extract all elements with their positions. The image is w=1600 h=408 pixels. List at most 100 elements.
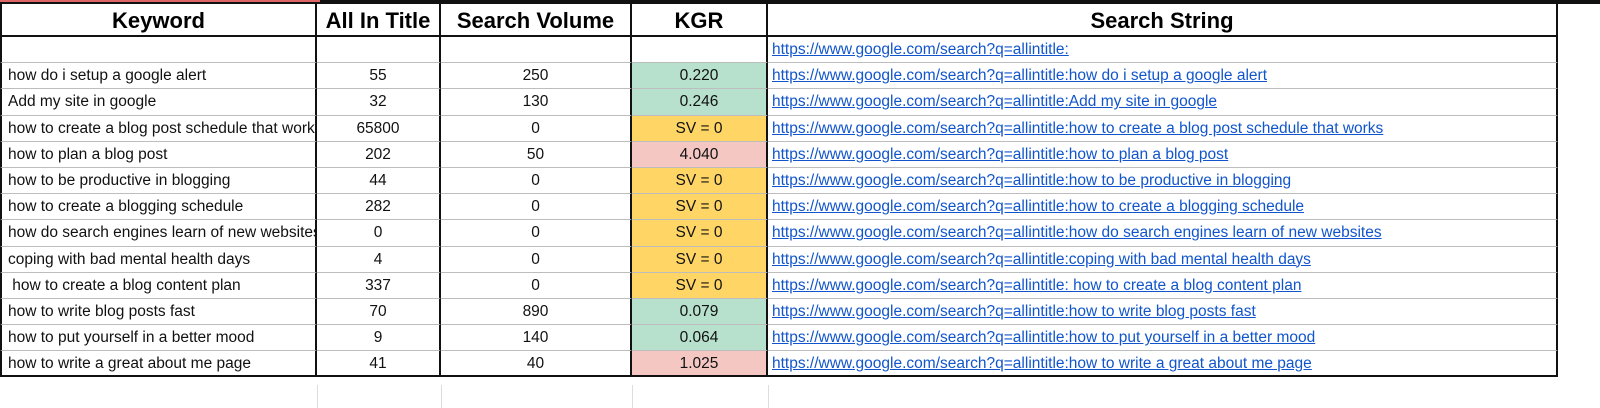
search-link[interactable]: https://www.google.com/search?q=allintit… bbox=[772, 171, 1292, 189]
kgr-cell[interactable]: SV = 0 bbox=[632, 220, 768, 247]
kgr-cell[interactable]: 1.025 bbox=[632, 351, 768, 378]
kgr-cell[interactable]: SV = 0 bbox=[632, 194, 768, 221]
table-row: how do search engines learn of new websi… bbox=[0, 220, 1558, 247]
search-link[interactable]: https://www.google.com/search?q=allintit… bbox=[772, 302, 1256, 320]
search-volume-cell[interactable]: 0 bbox=[441, 167, 632, 195]
search-volume-cell[interactable]: 130 bbox=[441, 89, 632, 116]
all-in-title-cell[interactable]: 282 bbox=[317, 194, 441, 221]
all-in-title-cell[interactable] bbox=[317, 37, 441, 64]
search-string-cell[interactable]: https://www.google.com/search?q=allintit… bbox=[768, 167, 1558, 195]
search-string-cell[interactable]: https://www.google.com/search?q=allintit… bbox=[768, 141, 1558, 168]
keyword-cell[interactable]: how to write blog posts fast bbox=[0, 298, 317, 326]
search-link[interactable]: https://www.google.com/search?q=allintit… bbox=[772, 198, 1305, 216]
search-volume-cell[interactable]: 40 bbox=[441, 351, 632, 378]
search-string-cell[interactable]: https://www.google.com/search?q=allintit… bbox=[768, 115, 1558, 142]
all-in-title-cell[interactable]: 44 bbox=[317, 167, 441, 195]
search-volume-cell[interactable]: 0 bbox=[441, 220, 632, 247]
search-string-cell[interactable]: https://www.google.com/search?q=allintit… bbox=[768, 325, 1558, 352]
kgr-cell[interactable]: 0.246 bbox=[632, 89, 768, 116]
keyword-cell[interactable] bbox=[0, 37, 317, 64]
search-string-cell[interactable]: https://www.google.com/search?q=allintit… bbox=[768, 246, 1558, 273]
gridline bbox=[768, 385, 769, 408]
search-volume-cell[interactable]: 890 bbox=[441, 298, 632, 326]
search-volume-cell[interactable]: 50 bbox=[441, 141, 632, 168]
table-row: coping with bad mental health days 4 0 SV =… bbox=[0, 246, 1558, 273]
search-link[interactable]: https://www.google.com/search?q=allintit… bbox=[772, 224, 1382, 242]
keyword-cell[interactable]: how do i setup a google alert bbox=[0, 63, 317, 90]
keyword-cell[interactable]: how to create a blog content plan bbox=[0, 272, 317, 299]
keyword-cell[interactable]: how to create a blog post schedule that … bbox=[0, 115, 317, 142]
kgr-cell[interactable]: 4.040 bbox=[632, 141, 768, 168]
search-link[interactable]: https://www.google.com/search?q=allintit… bbox=[772, 119, 1384, 137]
all-in-title-cell[interactable]: 41 bbox=[317, 351, 441, 378]
keyword-cell[interactable]: how to write a great about me page bbox=[0, 351, 317, 378]
search-link[interactable]: https://www.google.com/search?q=allintit… bbox=[772, 250, 1311, 268]
keyword-table: Keyword All In Title Search Volume KGR S… bbox=[0, 4, 1558, 378]
gridline bbox=[632, 385, 633, 408]
search-string-cell[interactable]: https://www.google.com/search?q=allintit… bbox=[768, 194, 1558, 221]
all-in-title-cell[interactable]: 337 bbox=[317, 272, 441, 299]
search-volume-cell[interactable]: 0 bbox=[441, 272, 632, 299]
search-string-cell[interactable]: https://www.google.com/search?q=allintit… bbox=[768, 220, 1558, 247]
header-row: Keyword All In Title Search Volume KGR S… bbox=[0, 4, 1558, 37]
search-volume-cell[interactable]: 140 bbox=[441, 325, 632, 352]
header-kgr[interactable]: KGR bbox=[632, 4, 768, 37]
kgr-cell[interactable]: 0.079 bbox=[632, 298, 768, 326]
search-link[interactable]: https://www.google.com/search?q=allintit… bbox=[772, 93, 1218, 111]
search-volume-cell[interactable]: 0 bbox=[441, 194, 632, 221]
header-search-string[interactable]: Search String bbox=[768, 4, 1558, 37]
keyword-cell[interactable]: coping with bad mental health days bbox=[0, 246, 317, 273]
table-row: how to put yourself in a better mood 9 140… bbox=[0, 325, 1558, 352]
kgr-cell[interactable]: SV = 0 bbox=[632, 246, 768, 273]
table-row: how do i setup a google alert 55 250 0.220 h… bbox=[0, 63, 1558, 90]
all-in-title-cell[interactable]: 65800 bbox=[317, 115, 441, 142]
all-in-title-cell[interactable]: 4 bbox=[317, 246, 441, 273]
search-string-cell[interactable]: https://www.google.com/search?q=allintit… bbox=[768, 298, 1558, 326]
all-in-title-cell[interactable]: 70 bbox=[317, 298, 441, 326]
gridline bbox=[441, 385, 442, 408]
search-link[interactable]: https://www.google.com/search?q=allintit… bbox=[772, 41, 1069, 58]
kgr-cell[interactable] bbox=[632, 37, 768, 64]
search-string-cell[interactable]: https://www.google.com/search?q=allintit… bbox=[768, 89, 1558, 116]
search-volume-cell[interactable]: 0 bbox=[441, 246, 632, 273]
search-link[interactable]: https://www.google.com/search?q=allintit… bbox=[772, 145, 1229, 163]
search-volume-cell[interactable] bbox=[441, 37, 632, 64]
table-row: how to create a blogging schedule 282 0 SV … bbox=[0, 194, 1558, 221]
search-link[interactable]: https://www.google.com/search?q=allintit… bbox=[772, 276, 1302, 294]
kgr-cell[interactable]: 0.064 bbox=[632, 325, 768, 352]
table-row: how to be productive in blogging 44 0 SV = … bbox=[0, 167, 1558, 195]
top-border bbox=[0, 0, 1600, 4]
empty-row bbox=[0, 385, 1600, 408]
keyword-cell[interactable]: how to be productive in blogging bbox=[0, 167, 317, 195]
kgr-cell[interactable]: SV = 0 bbox=[632, 167, 768, 195]
table-row: https://www.google.com/search?q=allintit… bbox=[0, 37, 1558, 64]
search-string-cell[interactable]: https://www.google.com/search?q=allintit… bbox=[768, 351, 1558, 378]
search-string-cell[interactable]: https://www.google.com/search?q=allintit… bbox=[768, 37, 1558, 64]
all-in-title-cell[interactable]: 0 bbox=[317, 220, 441, 247]
header-search-volume[interactable]: Search Volume bbox=[441, 4, 632, 37]
keyword-cell[interactable]: Add my site in google bbox=[0, 89, 317, 116]
search-link[interactable]: https://www.google.com/search?q=allintit… bbox=[772, 329, 1316, 347]
kgr-cell[interactable]: 0.220 bbox=[632, 63, 768, 90]
header-keyword[interactable]: Keyword bbox=[0, 4, 317, 37]
kgr-cell[interactable]: SV = 0 bbox=[632, 115, 768, 142]
all-in-title-cell[interactable]: 55 bbox=[317, 63, 441, 90]
all-in-title-cell[interactable]: 32 bbox=[317, 89, 441, 116]
search-volume-cell[interactable]: 250 bbox=[441, 63, 632, 90]
search-link[interactable]: https://www.google.com/search?q=allintit… bbox=[772, 67, 1268, 85]
search-string-cell[interactable]: https://www.google.com/search?q=allintit… bbox=[768, 272, 1558, 299]
table-row: how to write blog posts fast 70 890 0.079 ht… bbox=[0, 298, 1558, 326]
all-in-title-cell[interactable]: 9 bbox=[317, 325, 441, 352]
header-all-in-title[interactable]: All In Title bbox=[317, 4, 441, 37]
search-volume-cell[interactable]: 0 bbox=[441, 115, 632, 142]
table-row: how to plan a blog post 202 50 4.040 https:/… bbox=[0, 141, 1558, 168]
keyword-cell[interactable]: how do search engines learn of new websi… bbox=[0, 220, 317, 247]
search-string-cell[interactable]: https://www.google.com/search?q=allintit… bbox=[768, 63, 1558, 90]
search-link[interactable]: https://www.google.com/search?q=allintit… bbox=[772, 355, 1312, 373]
selection-edge bbox=[0, 0, 320, 2]
keyword-cell[interactable]: how to plan a blog post bbox=[0, 141, 317, 168]
keyword-cell[interactable]: how to create a blogging schedule bbox=[0, 194, 317, 221]
keyword-cell[interactable]: how to put yourself in a better mood bbox=[0, 325, 317, 352]
kgr-cell[interactable]: SV = 0 bbox=[632, 272, 768, 299]
all-in-title-cell[interactable]: 202 bbox=[317, 141, 441, 168]
